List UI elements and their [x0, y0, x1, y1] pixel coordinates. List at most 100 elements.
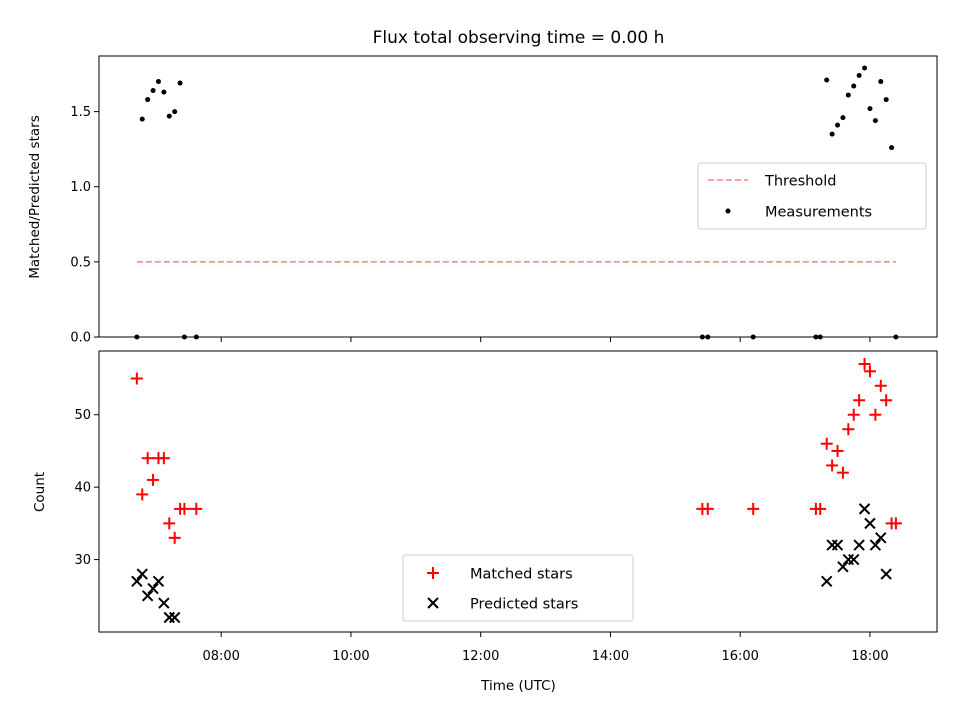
measurement-point: [145, 97, 151, 103]
matched-star-point: [853, 394, 866, 407]
matched-star-point: [863, 365, 876, 378]
matched-star-point: [190, 502, 203, 515]
x-tick-label: 10:00: [332, 649, 369, 664]
measurement-point: [862, 65, 868, 71]
predicted-star-point: [152, 575, 165, 588]
legend-predicted-label: Predicted stars: [470, 597, 578, 613]
measurement-point: [835, 122, 841, 128]
ratio-y-tick-label: 1.5: [70, 105, 91, 120]
matched-star-point: [889, 517, 902, 530]
measurement-point: [817, 334, 823, 340]
count-axes-frame: [98, 350, 938, 633]
predicted-star-point: [131, 575, 143, 588]
count-x-ticks: 08:00 10:00 12:00 14:00 16:00 18:00: [202, 632, 889, 664]
count-panel: Count Time (UTC) 30 40 50 08:00 10:00 12:00 1…: [32, 350, 938, 694]
measurement-point: [878, 79, 884, 85]
predicted-star-point: [869, 539, 882, 551]
matched-star-point: [880, 394, 893, 407]
measurement-point: [181, 334, 187, 340]
matched-star-point: [814, 502, 827, 515]
matched-star-points: [130, 358, 902, 544]
ratio-y-ticks: 0.0 0.5 1.0 1.5: [70, 105, 99, 346]
measurement-point: [193, 334, 199, 340]
predicted-star-point: [141, 590, 154, 602]
ratio-y-axis-label: Matched/Predicted stars: [27, 115, 43, 278]
count-y-tick-label: 40: [74, 481, 91, 496]
ratio-legend: Threshold Measurements: [697, 162, 927, 230]
predicted-star-point: [821, 575, 833, 588]
matched-star-point: [831, 444, 844, 457]
measurement-point: [139, 116, 145, 122]
predicted-star-point: [875, 532, 887, 544]
measurement-point: [889, 145, 895, 151]
measurement-point: [155, 79, 161, 85]
predicted-star-point: [168, 611, 181, 624]
measurement-point: [161, 89, 167, 95]
x-tick-label: 14:00: [592, 649, 629, 664]
legend-measurements-label: Measurements: [765, 205, 872, 221]
ratio-panel: Matched/Predicted stars 0.0 0.5 1.0 1.5 Thr…: [27, 55, 938, 346]
chart-title: Flux total observing time = 0.00 h: [373, 28, 665, 48]
measurement-point: [172, 109, 178, 115]
matched-star-point: [141, 452, 154, 465]
predicted-star-point: [158, 597, 170, 609]
x-tick-label: 12:00: [462, 649, 499, 664]
predicted-star-points: [131, 503, 892, 624]
predicted-star-point: [848, 553, 860, 566]
legend-threshold-label: Threshold: [764, 174, 836, 190]
count-y-axis-label: Count: [32, 472, 48, 512]
measurement-point: [750, 334, 756, 340]
matched-star-point: [163, 517, 176, 530]
matched-star-point: [747, 502, 760, 515]
measurement-point: [872, 118, 878, 124]
predicted-star-point: [864, 517, 876, 530]
x-tick-label: 16:00: [721, 649, 758, 664]
matched-star-point: [136, 488, 149, 501]
predicted-star-point: [136, 568, 148, 580]
x-tick-label: 18:00: [851, 649, 888, 664]
matched-star-point: [847, 408, 860, 421]
measurement-point: [867, 106, 873, 112]
count-y-tick-label: 30: [74, 553, 91, 568]
matched-star-point: [858, 358, 871, 371]
ratio-axes-frame: [98, 55, 938, 338]
count-y-tick-label: 50: [74, 408, 91, 423]
predicted-star-point: [853, 539, 865, 551]
matched-star-point: [130, 372, 143, 385]
measurement-point: [177, 80, 183, 86]
measurement-point: [824, 77, 830, 83]
measurement-point: [893, 334, 899, 340]
legend-matched-label: Matched stars: [470, 567, 573, 583]
measurement-point: [134, 334, 140, 340]
matched-star-point: [147, 473, 160, 486]
matched-star-point: [869, 408, 882, 421]
ratio-x-ticks: [220, 337, 871, 342]
predicted-star-point: [880, 568, 892, 580]
count-legend-box: [402, 554, 634, 622]
matched-star-point: [826, 459, 839, 472]
ratio-y-tick-label: 1.0: [70, 180, 91, 195]
measurement-point: [845, 92, 851, 98]
ratio-y-tick-label: 0.0: [70, 331, 91, 346]
matched-star-point: [820, 437, 833, 450]
measurement-point: [166, 113, 172, 119]
ratio-y-tick-label: 0.5: [70, 255, 91, 270]
matched-star-point: [701, 502, 714, 515]
x-tick-label: 08:00: [202, 649, 239, 664]
measurement-point: [883, 97, 889, 103]
measurement-point: [150, 88, 156, 94]
legend-matched-swatch: [427, 567, 439, 579]
measurement-point: [813, 334, 819, 340]
measurement-point: [699, 334, 705, 340]
matched-star-point: [168, 531, 181, 544]
predicted-star-point: [831, 539, 844, 551]
matched-star-point: [874, 379, 887, 392]
matched-star-point: [157, 452, 170, 465]
measurement-points: [134, 65, 899, 340]
legend-predicted-swatch: [427, 597, 439, 609]
measurement-point: [851, 83, 857, 89]
count-y-ticks: 30 40 50: [74, 408, 99, 568]
count-legend: Matched stars Predicted stars: [402, 554, 634, 622]
measurement-point: [829, 131, 835, 137]
